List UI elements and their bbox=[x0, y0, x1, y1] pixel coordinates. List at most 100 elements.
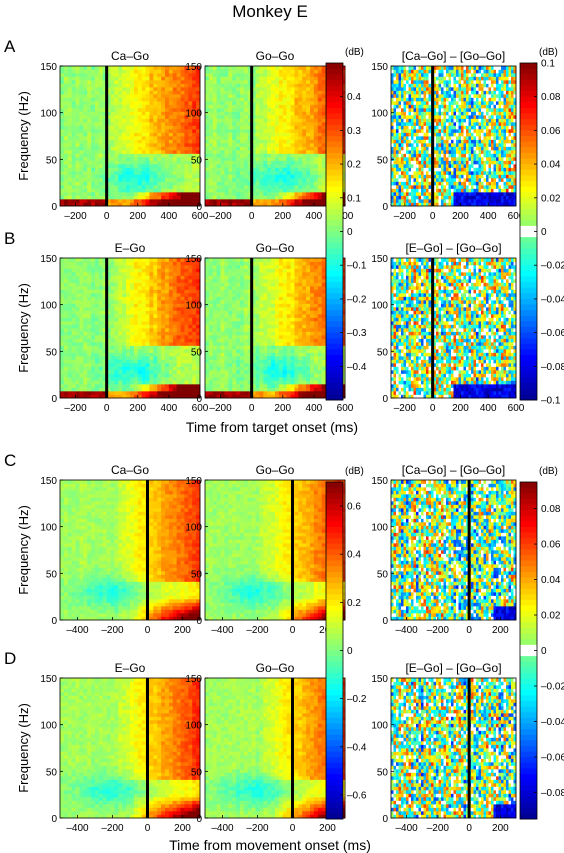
heatmap-cell bbox=[298, 115, 303, 119]
heatmap-cell bbox=[396, 171, 399, 175]
heatmap-cell bbox=[393, 199, 397, 203]
heatmap-cell bbox=[433, 199, 437, 203]
heatmap-cell bbox=[114, 69, 119, 74]
heatmap-cell bbox=[406, 150, 409, 154]
heatmap-cell bbox=[286, 167, 291, 172]
heatmap-cell bbox=[145, 181, 150, 186]
heatmap-cell bbox=[511, 153, 514, 158]
heatmap-cell bbox=[491, 160, 494, 165]
heatmap-cell bbox=[501, 118, 504, 123]
heatmap-cell bbox=[493, 101, 497, 105]
heatmap-cell bbox=[438, 174, 442, 179]
heatmap-cell bbox=[488, 129, 492, 133]
heatmap-cell bbox=[83, 146, 88, 151]
heatmap-cell bbox=[294, 153, 299, 158]
heatmap-cell bbox=[60, 97, 65, 102]
heatmap-cell bbox=[486, 66, 489, 70]
heatmap-cell bbox=[498, 136, 502, 140]
heatmap-cell bbox=[176, 80, 181, 84]
heatmap-cell bbox=[141, 150, 146, 154]
heatmap-cell bbox=[406, 132, 409, 137]
heatmap-cell bbox=[513, 146, 517, 151]
heatmap-cell bbox=[436, 164, 439, 168]
heatmap-cell bbox=[513, 111, 517, 116]
heatmap-cell bbox=[481, 167, 484, 172]
heatmap-cell bbox=[106, 69, 111, 74]
heatmap-cell bbox=[421, 90, 424, 95]
heatmap-cell bbox=[483, 94, 487, 98]
heatmap-cell bbox=[416, 108, 419, 112]
heatmap-cell bbox=[196, 122, 201, 126]
heatmap-cell bbox=[220, 101, 225, 105]
heatmap-cell bbox=[473, 143, 477, 147]
heatmap-cell bbox=[106, 192, 111, 196]
heatmap-cell bbox=[122, 202, 127, 207]
heatmap-cell bbox=[451, 125, 454, 130]
heatmap-cell bbox=[453, 83, 457, 88]
heatmap-cell bbox=[208, 69, 214, 74]
heatmap-cell bbox=[153, 143, 158, 147]
heatmap-cell bbox=[180, 199, 185, 203]
heatmap-cell bbox=[133, 104, 139, 109]
heatmap-cell bbox=[441, 73, 444, 77]
heatmap-cell bbox=[122, 174, 127, 179]
heatmap-cell bbox=[483, 167, 487, 172]
heatmap-cell bbox=[433, 136, 437, 140]
heatmap-cell bbox=[478, 192, 482, 196]
heatmap-cell bbox=[267, 115, 272, 119]
heatmap-cell bbox=[71, 157, 76, 161]
heatmap-cell bbox=[408, 83, 412, 88]
heatmap-cell bbox=[165, 90, 170, 95]
heatmap-cell bbox=[302, 129, 307, 133]
heatmap-cell bbox=[396, 104, 399, 109]
heatmap-cell bbox=[122, 104, 127, 109]
heatmap-cell bbox=[453, 111, 457, 116]
heatmap-cell bbox=[153, 157, 158, 161]
heatmap-cell bbox=[443, 66, 447, 70]
heatmap-cell bbox=[436, 69, 439, 74]
heatmap-cell bbox=[240, 69, 245, 74]
heatmap-cell bbox=[67, 122, 73, 126]
heatmap-cell bbox=[306, 90, 311, 95]
heatmap-cell bbox=[448, 160, 452, 165]
heatmap-cell bbox=[468, 143, 472, 147]
heatmap-cell bbox=[232, 188, 237, 193]
heatmap-cell bbox=[133, 125, 139, 130]
heatmap-cell bbox=[149, 171, 154, 175]
heatmap-cell bbox=[188, 132, 193, 137]
heatmap-cell bbox=[91, 160, 96, 165]
heatmap-cell bbox=[255, 150, 260, 154]
heatmap-cell bbox=[498, 87, 502, 91]
heatmap-cell bbox=[110, 108, 115, 112]
heatmap-cell bbox=[448, 73, 452, 77]
heatmap-cell bbox=[406, 118, 409, 123]
heatmap-cell bbox=[493, 90, 497, 95]
heatmap-cell bbox=[496, 80, 499, 84]
heatmap-cell bbox=[398, 73, 402, 77]
heatmap-cell bbox=[488, 101, 492, 105]
heatmap-cell bbox=[118, 111, 123, 116]
heatmap-cell bbox=[133, 118, 139, 123]
heatmap-cell bbox=[196, 171, 201, 175]
heatmap-cell bbox=[106, 188, 111, 193]
heatmap-cell bbox=[290, 136, 295, 140]
heatmap-cell bbox=[259, 185, 264, 189]
heatmap-cell bbox=[453, 143, 457, 147]
heatmap-cell bbox=[286, 199, 291, 203]
heatmap-cell bbox=[441, 143, 444, 147]
heatmap-cell bbox=[275, 80, 280, 84]
heatmap-cell bbox=[396, 76, 399, 81]
heatmap-cell bbox=[458, 185, 462, 189]
heatmap-cell bbox=[122, 118, 127, 123]
heatmap-cell bbox=[126, 108, 131, 112]
heatmap-cell bbox=[411, 171, 414, 175]
heatmap-cell bbox=[196, 146, 201, 151]
heatmap-cell bbox=[466, 101, 469, 105]
heatmap-cell bbox=[466, 171, 469, 175]
heatmap-cell bbox=[290, 83, 295, 88]
heatmap-cell bbox=[130, 101, 135, 105]
heatmap-cell bbox=[278, 164, 284, 168]
heatmap-cell bbox=[483, 188, 487, 193]
heatmap-cell bbox=[172, 146, 178, 151]
heatmap-cell bbox=[456, 104, 459, 109]
